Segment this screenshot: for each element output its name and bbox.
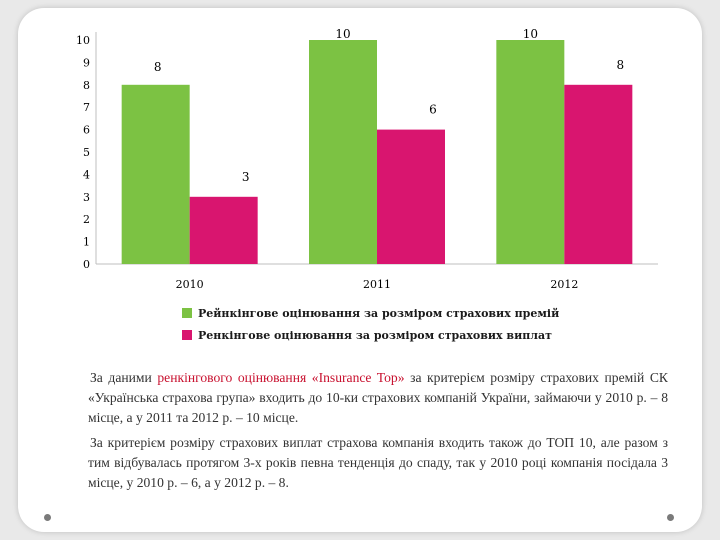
legend-swatch-payouts (182, 330, 192, 340)
y-tick-label: 9 (83, 56, 90, 69)
bar-premiums-2012 (496, 40, 565, 264)
chart-legend: Рейнкінгове оцінювання за розміром страх… (182, 302, 559, 346)
bar-payouts-2010 (189, 196, 258, 264)
y-tick-label: 3 (83, 191, 90, 204)
legend-item-premiums: Рейнкінгове оцінювання за розміром страх… (182, 302, 559, 324)
legend-label-payouts: Ренкінгове оцінювання за розміром страхо… (198, 328, 552, 342)
y-tick-label: 5 (83, 146, 90, 159)
bar-chart: 0 1 2 3 4 5 6 7 8 9 10 8 3 2010 10 6 2011 10 8 2012 (76, 27, 658, 291)
paragraph-payouts: За критерієм розміру страхових виплат ст… (88, 435, 668, 490)
y-tick-label: 6 (83, 124, 90, 137)
y-tick-label: 0 (83, 258, 90, 271)
y-tick-label: 10 (76, 34, 90, 47)
y-tick-label: 8 (83, 79, 90, 92)
data-label-payouts-2010: 3 (242, 170, 250, 184)
legend-swatch-premiums (182, 308, 192, 318)
y-tick-label: 4 (83, 168, 90, 181)
x-tick-label: 2011 (363, 278, 391, 291)
paragraph-premiums-end: за критерієм розміру страхових премій СК… (88, 370, 668, 425)
chart-bars (121, 40, 633, 264)
data-label-payouts-2012: 8 (617, 58, 625, 72)
x-tick-label: 2010 (176, 278, 204, 291)
chart-labels: 0 1 2 3 4 5 6 7 8 9 10 8 3 2010 10 6 2011 10 8 2012 (76, 27, 624, 291)
y-tick-label: 7 (83, 101, 90, 114)
bar-payouts-2011 (377, 129, 445, 264)
data-label-premiums-2011: 10 (335, 27, 350, 41)
paragraph-premiums-start: За даними (90, 370, 158, 385)
paragraph-premiums: За даними ренкінгового оцінювання «Insur… (88, 368, 668, 428)
bar-payouts-2012 (564, 84, 633, 264)
decorative-dot-right (667, 514, 674, 521)
bar-premiums-2011 (309, 40, 377, 264)
data-label-payouts-2011: 6 (429, 103, 437, 117)
description-text: За даними ренкінгового оцінювання «Insur… (88, 368, 668, 498)
legend-item-payouts: Ренкінгове оцінювання за розміром страхо… (182, 324, 559, 346)
bar-premiums-2010 (121, 84, 190, 264)
rating-source-highlight: ренкінгового оцінювання «Insurance Top» (157, 370, 405, 385)
legend-label-premiums: Рейнкінгове оцінювання за розміром страх… (198, 306, 560, 320)
data-label-premiums-2012: 10 (523, 27, 538, 41)
x-tick-label: 2012 (550, 278, 578, 291)
y-tick-label: 2 (83, 213, 90, 226)
y-tick-label: 1 (83, 236, 90, 249)
decorative-dot-left (44, 514, 51, 521)
data-label-premiums-2010: 8 (154, 60, 162, 74)
